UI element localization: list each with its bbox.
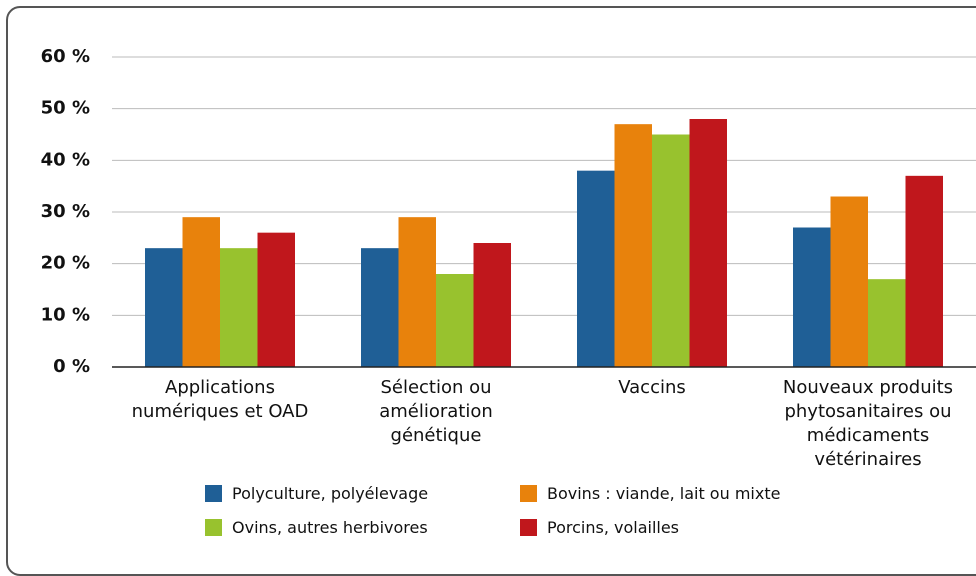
bar [473,243,511,367]
bar [868,279,906,367]
bar [577,170,615,367]
page: 0 %10 %20 %30 %40 %50 %60 % (() => { con… [6,6,976,576]
bar [793,227,831,367]
legend-label: Bovins : viande, lait ou mixte [547,483,781,503]
bar [614,124,652,368]
bar [398,217,436,367]
legend-swatch [205,484,222,502]
legend-item: Porcins, volailles [520,517,679,537]
y-tick-label: 10 % [41,304,90,325]
x-tick-label: Vaccins [618,377,686,398]
x-tick-label: Nouveaux produits phytosanitaires ou méd… [782,377,954,470]
legend-item: Ovins, autres herbivores [205,517,428,537]
y-tick-label: 20 % [41,253,90,274]
legend-label: Polyculture, polyélevage [232,483,429,503]
bar [361,248,399,367]
legend-item: Bovins : viande, lait ou mixte [520,483,780,503]
bar [905,175,943,367]
bar [257,232,295,367]
legend-label: Porcins, volailles [547,517,680,537]
chart: 0 % 10 % 20 % 30 % 40 % 50 % 60 % [41,46,976,377]
y-tick-label: 30 % [41,201,90,222]
legend-item: Polyculture, polyélevage [205,483,428,503]
y-tick-label: 40 % [41,149,90,170]
legend-label: Ovins, autres herbivores [232,517,428,537]
bar [182,217,220,367]
bar [689,119,727,367]
x-tick-label: Sélection ou amélioration génétique [379,377,493,446]
y-tick-label: 60 % [41,46,90,67]
x-tick-label: Applications numériques et OAD [131,377,309,422]
bar [145,248,183,367]
legend-swatch [520,518,537,536]
bar [830,196,868,367]
bar [652,134,690,367]
bar [220,248,258,367]
bar [436,274,474,367]
y-tick-label: 0 % [53,356,90,377]
legend-swatch [205,518,222,536]
y-tick-label: 50 % [41,98,90,119]
legend-swatch [520,484,537,502]
